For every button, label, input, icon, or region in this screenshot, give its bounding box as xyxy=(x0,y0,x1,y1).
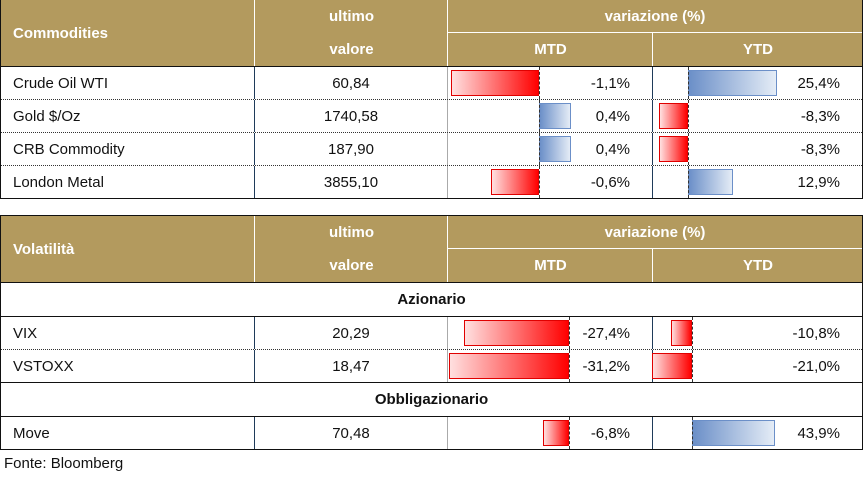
row-value: 1740,58 xyxy=(254,100,447,132)
zero-axis xyxy=(688,133,689,165)
negative-data-bar xyxy=(658,103,688,129)
mtd-value: -6,8% xyxy=(590,424,630,442)
table-row: Move 70,48 -6,8% 43,9% xyxy=(1,416,862,449)
negative-data-bar xyxy=(652,353,692,379)
negative-data-bar xyxy=(658,136,688,162)
row-name: Move xyxy=(13,424,50,442)
zero-axis xyxy=(539,100,540,132)
positive-data-bar xyxy=(539,103,571,129)
negative-data-bar xyxy=(671,320,692,346)
col-header-variation: variazione (%) xyxy=(447,0,862,33)
zero-axis xyxy=(539,67,540,99)
section-header: Obbligazionario xyxy=(1,382,862,416)
ytd-value: -10,8% xyxy=(792,324,840,342)
row-value: 3855,10 xyxy=(254,166,447,198)
ytd-value: -8,3% xyxy=(800,140,840,158)
row-value: 20,29 xyxy=(254,317,447,349)
row-value: 60,84 xyxy=(254,67,447,99)
ytd-cell: -21,0% xyxy=(652,350,862,382)
mtd-value: 0,4% xyxy=(595,107,630,125)
col-header-last: ultimo xyxy=(254,0,448,33)
mtd-cell: 0,4% xyxy=(447,133,652,165)
mtd-cell: -6,8% xyxy=(447,417,652,449)
row-value: 18,47 xyxy=(254,350,447,382)
row-name: London Metal xyxy=(13,173,104,191)
row-name: Crude Oil WTI xyxy=(13,74,109,92)
row-name: Gold $/Oz xyxy=(13,107,81,125)
zero-axis xyxy=(692,317,693,349)
ytd-cell: -8,3% xyxy=(652,133,862,165)
mtd-value: -0,6% xyxy=(590,173,630,191)
table-row: Crude Oil WTI 60,84 -1,1% 25,4% xyxy=(1,66,862,99)
table-row: Gold $/Oz 1740,58 0,4% -8,3% xyxy=(1,99,862,132)
mtd-cell: -27,4% xyxy=(447,317,652,349)
negative-data-bar xyxy=(542,420,569,446)
zero-axis xyxy=(539,166,540,198)
positive-data-bar xyxy=(539,136,571,162)
ytd-value: -8,3% xyxy=(800,107,840,125)
ytd-cell: 43,9% xyxy=(652,417,862,449)
col-header-ytd: YTD xyxy=(652,249,863,282)
commodities-table: Commodities ultimo valore variazione (%)… xyxy=(0,0,863,199)
zero-axis xyxy=(692,417,693,449)
positive-data-bar xyxy=(692,420,776,446)
zero-axis xyxy=(569,317,570,349)
zero-axis xyxy=(688,100,689,132)
ytd-value: 25,4% xyxy=(797,74,840,92)
ytd-value: -21,0% xyxy=(792,357,840,375)
table-row: VIX 20,29 -27,4% -10,8% xyxy=(1,316,862,349)
section-header: Azionario xyxy=(1,282,862,316)
negative-data-bar xyxy=(463,320,569,346)
table-header: Volatilità ultimo valore variazione (%) … xyxy=(1,216,862,282)
col-header-mtd: MTD xyxy=(447,33,653,66)
zero-axis xyxy=(539,133,540,165)
table-title: Volatilità xyxy=(13,240,75,258)
negative-data-bar xyxy=(448,353,569,379)
zero-axis xyxy=(688,67,689,99)
col-header-value: valore xyxy=(254,33,448,66)
negative-data-bar xyxy=(491,169,539,195)
ytd-cell: -10,8% xyxy=(652,317,862,349)
col-header-ytd: YTD xyxy=(652,33,863,66)
row-name: CRB Commodity xyxy=(13,140,125,158)
negative-data-bar xyxy=(451,70,539,96)
mtd-cell: -1,1% xyxy=(447,67,652,99)
table-title: Commodities xyxy=(13,24,109,42)
col-header-mtd: MTD xyxy=(447,249,653,282)
mtd-cell: -31,2% xyxy=(447,350,652,382)
mtd-value: -31,2% xyxy=(582,357,630,375)
mtd-value: 0,4% xyxy=(595,140,630,158)
mtd-cell: 0,4% xyxy=(447,100,652,132)
zero-axis xyxy=(569,350,570,382)
zero-axis xyxy=(688,166,689,198)
row-value: 70,48 xyxy=(254,417,447,449)
col-header-last: ultimo xyxy=(254,216,448,249)
mtd-value: -1,1% xyxy=(590,74,630,92)
positive-data-bar xyxy=(688,169,734,195)
table-row: London Metal 3855,10 -0,6% 12,9% xyxy=(1,165,862,198)
positive-data-bar xyxy=(688,70,777,96)
ytd-cell: 12,9% xyxy=(652,166,862,198)
table-row: VSTOXX 18,47 -31,2% -21,0% xyxy=(1,349,862,382)
ytd-cell: -8,3% xyxy=(652,100,862,132)
ytd-cell: 25,4% xyxy=(652,67,862,99)
mtd-value: -27,4% xyxy=(582,324,630,342)
mtd-cell: -0,6% xyxy=(447,166,652,198)
table-header: Commodities ultimo valore variazione (%)… xyxy=(1,0,862,66)
zero-axis xyxy=(569,417,570,449)
col-header-value: valore xyxy=(254,249,448,282)
row-name: VSTOXX xyxy=(13,357,74,375)
table-row: CRB Commodity 187,90 0,4% -8,3% xyxy=(1,132,862,165)
ytd-value: 43,9% xyxy=(797,424,840,442)
source-note: Fonte: Bloomberg xyxy=(4,455,124,472)
row-name: VIX xyxy=(13,324,38,342)
row-value: 187,90 xyxy=(254,133,447,165)
zero-axis xyxy=(692,350,693,382)
ytd-value: 12,9% xyxy=(797,173,840,191)
volatility-table: Volatilità ultimo valore variazione (%) … xyxy=(0,215,863,450)
col-header-variation: variazione (%) xyxy=(447,216,862,249)
